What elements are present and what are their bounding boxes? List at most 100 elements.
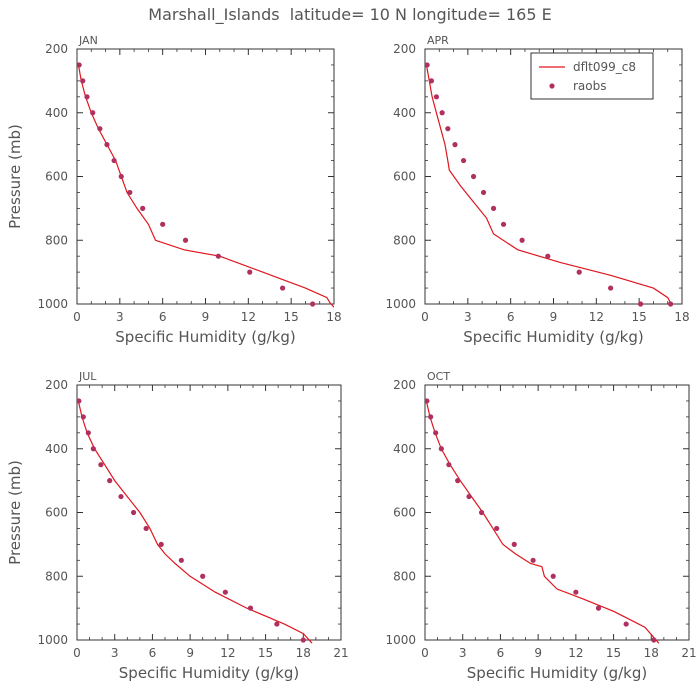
obs-data-point [439, 110, 445, 116]
y-tick-label: 200 [45, 42, 68, 56]
obs-data-point [550, 573, 556, 579]
x-tick-label: 9 [534, 646, 542, 660]
y-tick-label: 600 [393, 170, 416, 184]
y-tick-label: 1000 [37, 633, 68, 647]
obs-data-point [309, 301, 316, 307]
x-tick-label: 9 [550, 310, 558, 324]
x-axis-label: Specific Humidity (g/kg) [119, 664, 299, 682]
x-tick-label: 9 [186, 646, 194, 660]
x-tick-label: 12 [220, 646, 235, 660]
figure-title: Marshall_Islands latitude= 10 N longitud… [148, 5, 551, 25]
obs-data-point [247, 269, 253, 275]
obs-data-point [455, 478, 461, 484]
obs-data-point [280, 285, 286, 291]
y-tick-label: 400 [45, 442, 68, 456]
y-tick-label: 800 [393, 233, 416, 247]
obs-data-point [111, 157, 117, 164]
obs-data-point [160, 221, 166, 227]
model-series-line [77, 400, 313, 644]
obs-data-point [511, 541, 517, 547]
y-tick-label: 1000 [37, 297, 68, 311]
obs-data-point [140, 205, 146, 211]
x-tick-label: 0 [73, 646, 81, 660]
obs-data-point [130, 509, 137, 516]
chart-panel-jan: JAN 0 3 6 9 12 15 18 200 400 600 800 1000 Specific Hu… [6, 34, 342, 346]
x-tick-label: 6 [159, 310, 167, 324]
obs-data-point [667, 301, 674, 307]
plot-frame [76, 48, 335, 305]
obs-data-point [143, 525, 149, 532]
x-tick-label: 12 [241, 310, 256, 324]
x-tick-label: 0 [421, 310, 429, 324]
obs-data-point [478, 509, 485, 516]
obs-data-point [425, 398, 430, 404]
obs-data-point [452, 142, 458, 148]
panel-label: JAN [78, 34, 98, 47]
x-tick-label: 18 [644, 646, 659, 660]
obs-data-point [494, 525, 500, 532]
panel-label: APR [427, 34, 449, 47]
obs-data-point [85, 430, 91, 436]
x-tick-label: 15 [606, 646, 621, 660]
obs-data-point [200, 573, 206, 579]
obs-data-point [98, 462, 104, 468]
obs-data-point [182, 237, 189, 243]
x-tick-label: 12 [568, 646, 583, 660]
obs-data-point [247, 605, 254, 611]
x-tick-label: 15 [632, 310, 647, 324]
x-tick-label: 21 [333, 646, 348, 660]
chart-panel-apr: APR 0 3 6 9 12 15 18 200 400 600 800 1000 Specific Hu… [385, 34, 689, 346]
x-tick-label: 3 [116, 310, 124, 324]
x-tick-label: 6 [507, 310, 515, 324]
y-tick-label: 1000 [385, 297, 416, 311]
obs-data-point [84, 94, 90, 100]
obs-data-point [500, 221, 507, 227]
obs-data-point [425, 62, 430, 68]
x-tick-label: 18 [674, 310, 689, 324]
obs-data-point [158, 541, 164, 547]
obs-data-point [127, 189, 133, 196]
x-tick-label: 9 [202, 310, 210, 324]
x-tick-label: 6 [149, 646, 157, 660]
obs-data-point [490, 205, 497, 211]
obs-data-point [433, 94, 440, 100]
obs-data-point [446, 462, 452, 468]
x-tick-label: 21 [681, 646, 696, 660]
y-tick-label: 400 [45, 106, 68, 120]
obs-data-point [90, 110, 96, 116]
obs-data-point [608, 285, 614, 291]
obs-data-point [77, 62, 82, 68]
legend-model-label: dflt099_c8 [573, 60, 636, 74]
y-tick-label: 800 [45, 233, 68, 247]
y-axis-label: Pressure (mb) [6, 460, 24, 565]
y-tick-label: 600 [45, 506, 68, 520]
obs-data-point [460, 157, 467, 164]
obs-data-point [438, 446, 444, 452]
obs-data-point [480, 189, 487, 196]
obs-data-point [118, 173, 124, 180]
obs-data-point [651, 637, 657, 643]
model-series-line [425, 64, 673, 306]
legend-obs-label: raobs [573, 79, 607, 93]
obs-data-point [623, 621, 629, 627]
obs-data-point [545, 253, 551, 259]
panel-label: OCT [427, 370, 450, 383]
model-series-line [425, 400, 660, 644]
y-axis-label: Pressure (mb) [6, 124, 24, 229]
obs-data-point [300, 637, 306, 643]
obs-data-point [433, 430, 439, 436]
obs-data-point [178, 557, 184, 563]
plot-frame [424, 384, 690, 641]
x-axis-label: Specific Humidity (g/kg) [115, 328, 295, 346]
obs-data-point [118, 493, 124, 500]
obs-data-point [222, 589, 228, 595]
x-tick-label: 0 [73, 310, 81, 324]
chart-panel-jul: JUL 0 3 6 9 12 15 18 21 200 400 600 800 1000 Specific … [6, 370, 349, 682]
x-tick-label: 15 [284, 310, 299, 324]
obs-data-point [90, 446, 96, 452]
y-tick-label: 600 [45, 170, 68, 184]
y-tick-label: 1000 [385, 633, 416, 647]
obs-data-point [445, 126, 451, 132]
